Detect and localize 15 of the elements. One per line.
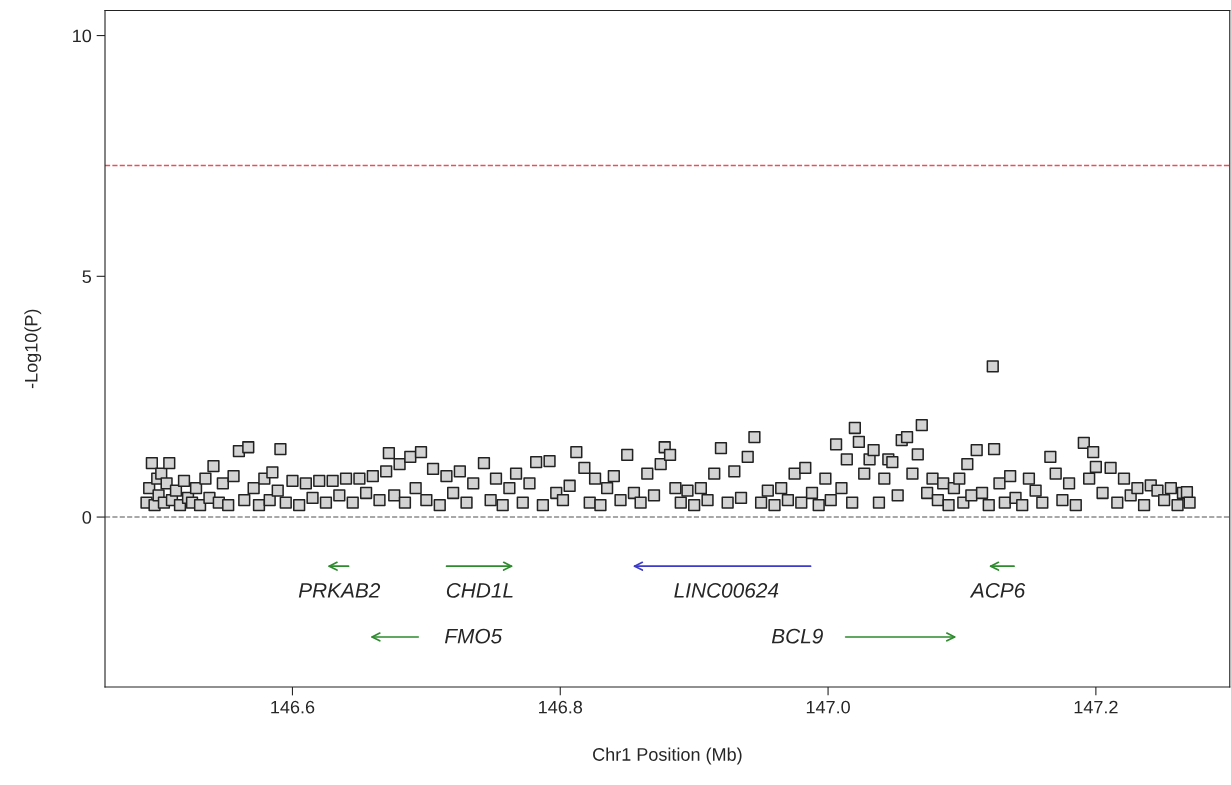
x-tick-label: 146.6	[271, 700, 315, 714]
x-tick-label: 147.0	[806, 700, 850, 714]
y-tick-label: 0	[82, 511, 92, 524]
annotation: ACP6	[969, 583, 1026, 598]
y-tick-label: 5	[82, 270, 92, 284]
annotation: PRKAB2	[298, 583, 381, 598]
y-tick-label: 10	[73, 29, 92, 43]
annotation: CHD1L	[446, 583, 513, 598]
annotation: FMO5	[444, 628, 503, 644]
annotation: LINC00624	[674, 583, 779, 598]
annotation: BCL9	[771, 628, 823, 644]
x-axis-title: Chr1 Position (Mb)	[593, 747, 742, 765]
x-tick-label: 146.8	[539, 700, 583, 714]
y-axis-title: -Log10(P)	[24, 309, 42, 389]
x-tick-label: 147.2	[1074, 700, 1118, 714]
